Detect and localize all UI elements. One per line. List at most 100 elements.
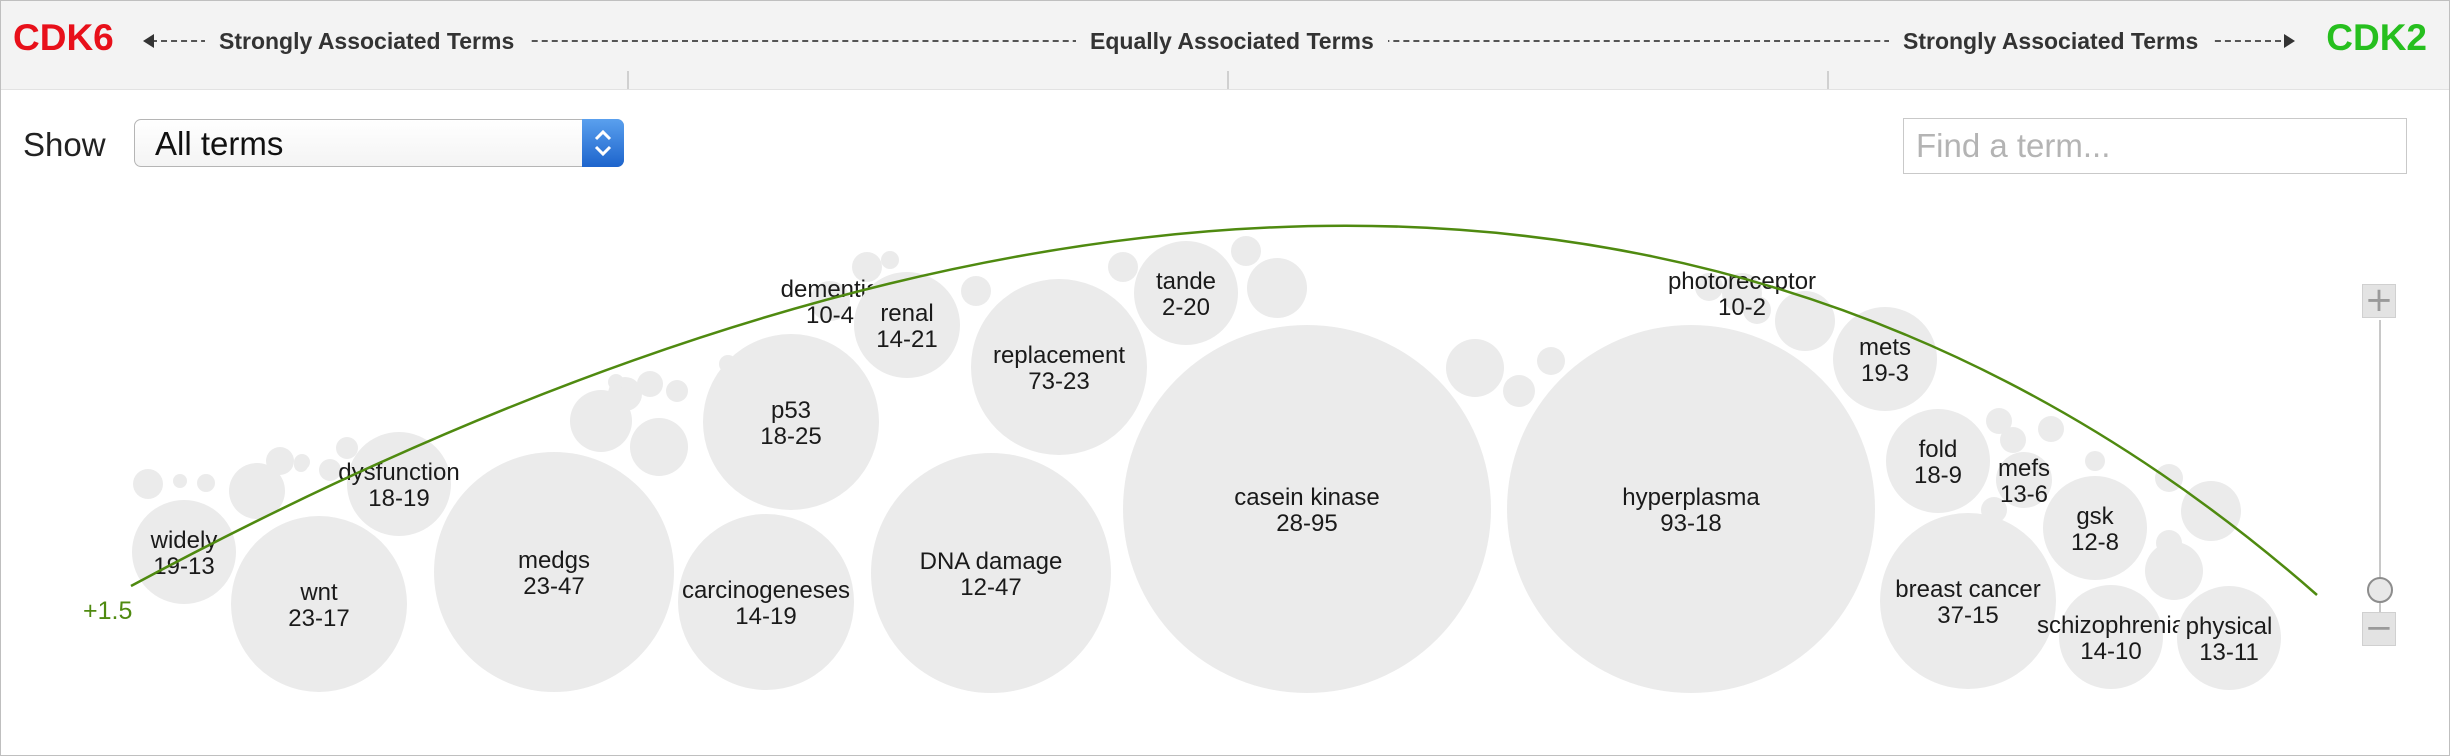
minor-term-bubble[interactable] [173, 474, 187, 488]
plus-icon[interactable]: + [2362, 283, 2396, 318]
minor-term-bubble[interactable] [2181, 481, 2241, 541]
minor-term-bubble[interactable] [1247, 258, 1307, 318]
minor-term-bubble[interactable] [1986, 408, 2012, 434]
minor-term-bubble[interactable] [1775, 291, 1835, 351]
term-bubble-circle[interactable] [434, 452, 674, 692]
term-bubble-circle[interactable] [871, 453, 1111, 693]
term-score: 18-25 [760, 423, 821, 450]
term-name: hyperplasma [1622, 484, 1760, 511]
term-filter-select[interactable]: All terms [134, 119, 624, 167]
minor-term-bubble[interactable] [1446, 339, 1504, 397]
term-score: 73-23 [1028, 368, 1089, 395]
term-bubble-circle[interactable] [703, 334, 879, 510]
term-bubble-circle[interactable] [1722, 273, 1762, 313]
term-bubble-circle[interactable] [678, 514, 854, 690]
term-bubble-circle[interactable] [2043, 476, 2147, 580]
minor-term-bubble[interactable] [1695, 273, 1723, 301]
minor-term-bubble[interactable] [1108, 252, 1138, 282]
term-bubble-circle[interactable] [1886, 409, 1990, 513]
term-bubble-circle[interactable] [347, 432, 451, 536]
term-name: widely [150, 527, 218, 554]
term-score: 2-20 [1162, 294, 1210, 321]
minor-term-bubble[interactable] [630, 418, 688, 476]
zoom-control: + − [2362, 283, 2398, 646]
zoom-track[interactable] [2379, 320, 2381, 620]
term-score: 12-8 [2071, 529, 2119, 556]
term-name: replacement [993, 342, 1125, 369]
minor-term-bubble[interactable] [637, 371, 663, 397]
minor-term-bubble[interactable] [1231, 236, 1261, 266]
minor-term-bubble[interactable] [294, 454, 310, 470]
minor-term-bubble[interactable] [852, 252, 882, 282]
term-bubble-circle[interactable] [2059, 585, 2163, 689]
gene-right-label: CDK2 [2326, 17, 2427, 58]
term-bubble-circle[interactable] [971, 279, 1147, 455]
term-name: physical [2186, 613, 2273, 640]
select-arrows-icon[interactable] [582, 119, 624, 167]
term-bubble-circle[interactable] [1123, 325, 1491, 693]
term-bubble-circle[interactable] [1507, 325, 1875, 693]
term-bubble-circle[interactable] [810, 281, 850, 321]
minus-icon[interactable]: − [2362, 611, 2396, 646]
term-score: 23-17 [288, 605, 349, 632]
arrow-right-icon [2284, 34, 2295, 48]
term-name: wnt [299, 579, 338, 606]
show-label: Show [23, 126, 106, 163]
term-bubble-circle[interactable] [231, 516, 407, 692]
minor-term-bubble[interactable] [266, 447, 294, 475]
term-score: 28-95 [1276, 510, 1337, 537]
minor-term-bubble[interactable] [2038, 416, 2064, 442]
minor-term-bubble[interactable] [1537, 347, 1565, 375]
term-bubble-circle[interactable] [2177, 586, 2281, 690]
term-bubble-circle[interactable] [1833, 307, 1937, 411]
minor-term-bubble[interactable] [666, 380, 688, 402]
minor-term-bubble[interactable] [133, 469, 163, 499]
axis-tick [627, 71, 629, 89]
association-axis-header: CDK6 CDK2 Strongly Associated Terms Equa… [1, 1, 2449, 90]
minor-term-bubble[interactable] [2156, 530, 2182, 556]
minor-term-bubble[interactable] [319, 459, 341, 481]
term-filter-value: All terms [155, 125, 284, 162]
zoom-slider-handle[interactable] [2367, 576, 2393, 603]
minor-term-bubble[interactable] [197, 474, 215, 492]
term-bubble-circle[interactable] [132, 500, 236, 604]
curve-score-label: +1.5 [83, 597, 133, 625]
term-bubble-circle[interactable] [854, 272, 960, 378]
minor-term-bubble[interactable] [2145, 542, 2203, 600]
term-bubble-circle[interactable] [1134, 241, 1238, 345]
minor-term-bubble[interactable] [229, 463, 285, 519]
minor-term-bubble[interactable] [881, 251, 899, 269]
term-bubble-circle[interactable] [1996, 452, 2052, 508]
minor-term-bubble[interactable] [2085, 451, 2105, 471]
minor-term-bubble[interactable] [1503, 375, 1535, 407]
term-score: 13-6 [2000, 481, 2048, 508]
term-score: 12-47 [960, 574, 1021, 601]
minor-term-bubble[interactable] [608, 374, 624, 390]
find-term-input[interactable] [1903, 118, 2407, 174]
minor-term-bubble[interactable] [336, 437, 358, 459]
minor-term-bubble[interactable] [961, 276, 991, 306]
term-bubble-circle[interactable] [1880, 513, 2056, 689]
minor-term-bubble[interactable] [2000, 427, 2026, 453]
